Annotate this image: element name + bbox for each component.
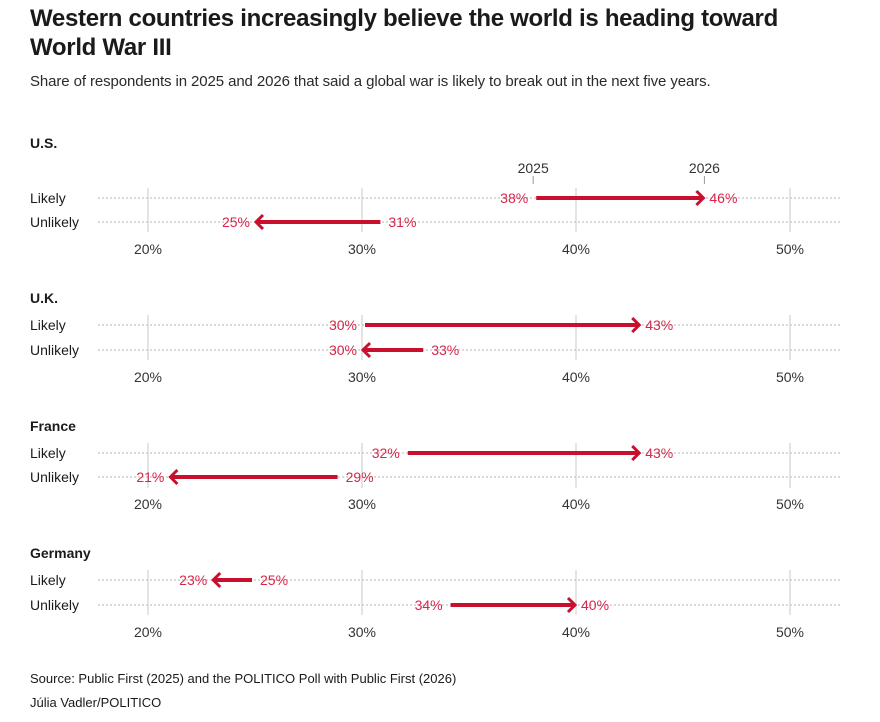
panel-uk: U.K. Likely Unlikely 20% 30% 40% 50% 30% 43% 3… bbox=[0, 285, 880, 395]
credit-note: Júlia Vadler/POLITICO bbox=[30, 695, 162, 710]
panel-france: France Likely Unlikely 20% 30% 40% 50% 32% 43… bbox=[0, 412, 880, 522]
plot-germany: 20% 30% 40% 50% 25% 23% 34% 40% bbox=[98, 570, 842, 640]
x-tick-label: 50% bbox=[776, 624, 804, 640]
value-label-2025: 33% bbox=[431, 342, 459, 358]
change-arrow-head bbox=[695, 189, 706, 207]
value-label-2025: 32% bbox=[372, 445, 400, 461]
x-tick-label: 30% bbox=[348, 369, 376, 385]
panel-title: France bbox=[30, 418, 76, 434]
value-label-2025: 31% bbox=[388, 214, 416, 230]
value-label-2025: 34% bbox=[415, 597, 443, 613]
chart-subtitle: Share of respondents in 2025 and 2026 th… bbox=[30, 73, 711, 90]
x-tick-label: 40% bbox=[562, 624, 590, 640]
x-tick-label: 30% bbox=[348, 241, 376, 257]
row-label-unlikely: Unlikely bbox=[30, 342, 80, 358]
legend-label-2025: 2025 bbox=[518, 160, 549, 176]
panel-us: U.S. Likely Unlikely 20% 30% 40% 50% 38% 46% 3… bbox=[0, 130, 880, 270]
row-label-likely: Likely bbox=[30, 190, 66, 206]
x-tick-label: 20% bbox=[134, 369, 162, 385]
legend-label-2026: 2026 bbox=[689, 160, 720, 176]
value-label-2025: 25% bbox=[260, 572, 288, 588]
value-label-2026: 23% bbox=[179, 572, 207, 588]
source-note: Source: Public First (2025) and the POLI… bbox=[30, 671, 457, 686]
row-label-likely: Likely bbox=[30, 572, 66, 588]
change-arrow-head bbox=[168, 468, 179, 486]
value-label-2025: 29% bbox=[346, 469, 374, 485]
value-label-2026: 46% bbox=[709, 190, 737, 206]
value-label-2026: 21% bbox=[136, 469, 164, 485]
x-tick-label: 30% bbox=[348, 624, 376, 640]
row-label-likely: Likely bbox=[30, 445, 66, 461]
value-label-2025: 30% bbox=[329, 317, 357, 333]
change-arrow-head bbox=[566, 596, 578, 614]
x-tick-label: 20% bbox=[134, 241, 162, 257]
change-arrow-head bbox=[253, 213, 265, 231]
x-tick-label: 50% bbox=[776, 496, 804, 512]
row-label-unlikely: Unlikely bbox=[30, 469, 80, 485]
row-label-unlikely: Unlikely bbox=[30, 597, 80, 613]
panel-title: U.K. bbox=[30, 290, 58, 306]
x-tick-label: 20% bbox=[134, 496, 162, 512]
x-tick-label: 40% bbox=[562, 369, 590, 385]
value-label-2026: 43% bbox=[645, 445, 673, 461]
row-label-unlikely: Unlikely bbox=[30, 214, 80, 230]
panel-germany: Germany Likely Unlikely 20% 30% 40% 50% 25% 2… bbox=[0, 540, 880, 650]
change-arrow-head bbox=[211, 571, 222, 589]
value-label-2026: 30% bbox=[329, 342, 357, 358]
chart-title: Western countries increasingly believe t… bbox=[30, 5, 778, 61]
value-label-2025: 38% bbox=[500, 190, 528, 206]
row-label-likely: Likely bbox=[30, 317, 66, 333]
plot-uk: 20% 30% 40% 50% 30% 43% 33% 30% bbox=[98, 315, 842, 385]
x-tick-label: 50% bbox=[776, 241, 804, 257]
value-label-2026: 25% bbox=[222, 214, 250, 230]
x-tick-label: 40% bbox=[562, 241, 590, 257]
change-arrow-head bbox=[631, 316, 642, 334]
value-label-2026: 40% bbox=[581, 597, 609, 613]
change-arrow-head bbox=[631, 444, 642, 462]
plot-france: 20% 30% 40% 50% 32% 43% 29% 21% bbox=[98, 443, 842, 512]
panel-title: U.S. bbox=[30, 135, 58, 151]
x-tick-label: 20% bbox=[134, 624, 162, 640]
value-label-2026: 43% bbox=[645, 317, 673, 333]
change-arrow-head bbox=[360, 341, 372, 359]
x-tick-label: 50% bbox=[776, 369, 804, 385]
panel-title: Germany bbox=[30, 545, 91, 561]
plot-us: 20% 30% 40% 50% 38% 46% 31% 25% 2025 2026 bbox=[98, 160, 842, 257]
x-tick-label: 30% bbox=[348, 496, 376, 512]
x-tick-label: 40% bbox=[562, 496, 590, 512]
